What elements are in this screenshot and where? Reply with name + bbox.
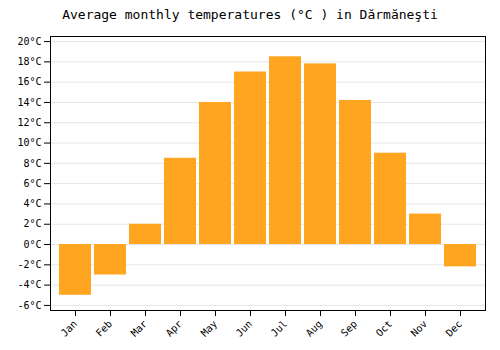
svg-text:4°C: 4°C [23,198,41,209]
svg-text:-2°C: -2°C [17,259,41,270]
svg-text:-6°C: -6°C [17,300,41,311]
svg-text:Jan: Jan [59,318,80,339]
svg-text:May: May [199,318,220,339]
svg-text:14°C: 14°C [17,97,41,108]
svg-text:Sep: Sep [339,318,360,339]
svg-text:8°C: 8°C [23,158,41,169]
svg-text:-4°C: -4°C [17,279,41,290]
svg-text:Mar: Mar [129,318,150,339]
svg-text:Aug: Aug [304,318,325,339]
svg-text:Jul: Jul [269,318,290,339]
svg-text:0°C: 0°C [23,239,41,250]
svg-text:Oct: Oct [374,318,395,339]
svg-text:20°C: 20°C [17,36,41,47]
svg-text:6°C: 6°C [23,178,41,189]
svg-text:Jun: Jun [234,318,255,339]
svg-text:12°C: 12°C [17,117,41,128]
svg-text:Nov: Nov [409,318,430,339]
svg-text:Apr: Apr [164,318,185,339]
svg-text:2°C: 2°C [23,218,41,229]
svg-text:Feb: Feb [94,318,115,339]
svg-text:18°C: 18°C [17,56,41,67]
svg-text:10°C: 10°C [17,137,41,148]
svg-text:16°C: 16°C [17,76,41,87]
html-text:Average monthly temperatures (: Average monthly temperatures (°C ) in Dă… [62,7,438,22]
svg-text:Dec: Dec [444,318,465,339]
